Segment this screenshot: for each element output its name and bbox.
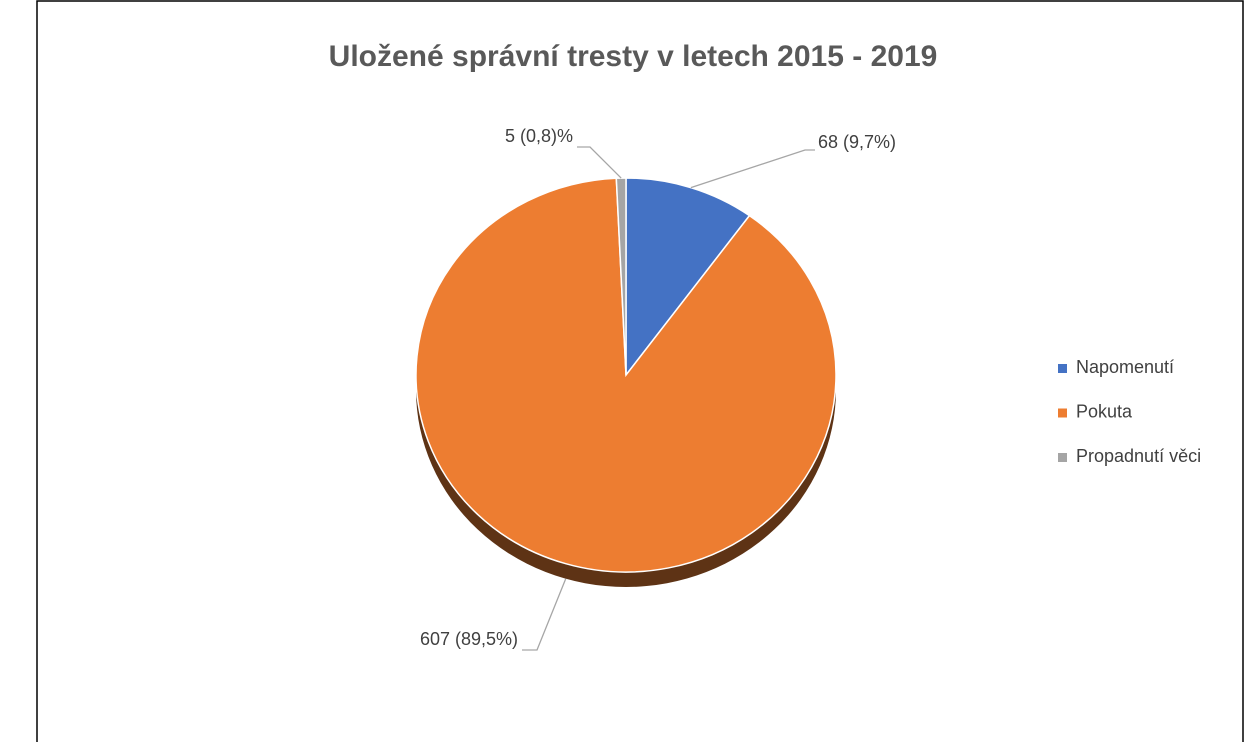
- legend-swatch: [1058, 453, 1067, 462]
- legend-label: Propadnutí věci: [1076, 446, 1201, 466]
- leader-line: [690, 149, 815, 189]
- legend-label: Pokuta: [1076, 401, 1133, 421]
- chart-frame: [36, 0, 1244, 742]
- legend-swatch: [1058, 364, 1067, 373]
- pie-slice: [625, 177, 751, 378]
- legend-label: Napomenutí: [1076, 357, 1174, 377]
- data-label: 607 (89,5%): [420, 629, 518, 649]
- leader-line: [522, 578, 567, 651]
- chart-title: Uložené správní tresty v letech 2015 - 2…: [329, 40, 938, 73]
- data-label: 5 (0,8)%: [505, 126, 573, 146]
- legend-swatch: [1058, 408, 1067, 418]
- data-label: 68 (9,7%): [818, 132, 896, 152]
- leader-line: [577, 146, 622, 179]
- pie-slice: [415, 177, 837, 573]
